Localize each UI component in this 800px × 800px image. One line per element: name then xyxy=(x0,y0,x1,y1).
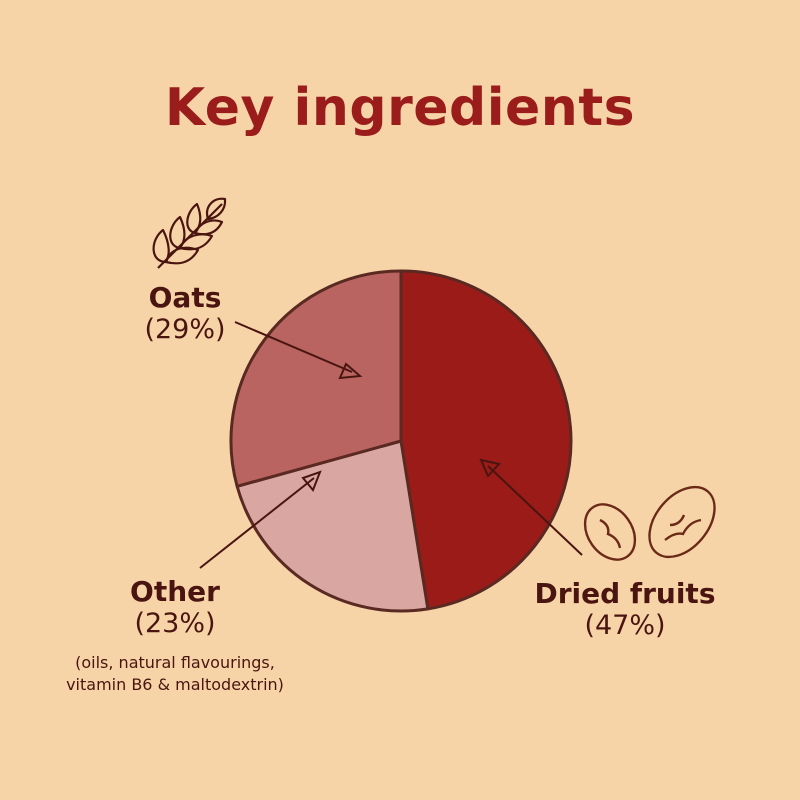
other-note: (oils, natural flavourings, vitamin B6 &… xyxy=(66,653,284,694)
oats-name: Oats xyxy=(148,281,222,314)
oats-label: Oats (29%) xyxy=(125,282,245,346)
chart-title: Key ingredients xyxy=(164,78,636,138)
dried-fruits-label: Dried fruits (47%) xyxy=(510,578,740,642)
other-arrow xyxy=(199,470,322,569)
pie-slice-other xyxy=(235,439,430,613)
wheat-icon xyxy=(152,197,227,269)
oats-percent: (29%) xyxy=(144,314,226,345)
dried-fruits-name: Dried fruits xyxy=(534,577,716,610)
nuts-icon xyxy=(583,485,716,561)
dried-fruits-percent: (47%) xyxy=(584,610,666,641)
pie-slice-oats xyxy=(229,269,403,488)
other-label: Other (23%) (oils, natural flavourings, … xyxy=(40,576,310,696)
other-name: Other xyxy=(130,575,220,608)
pie-slice-dried-fruits xyxy=(399,269,573,611)
dried-fruits-arrow xyxy=(479,458,583,556)
oats-arrow xyxy=(234,321,363,380)
other-percent: (23%) xyxy=(134,608,216,639)
